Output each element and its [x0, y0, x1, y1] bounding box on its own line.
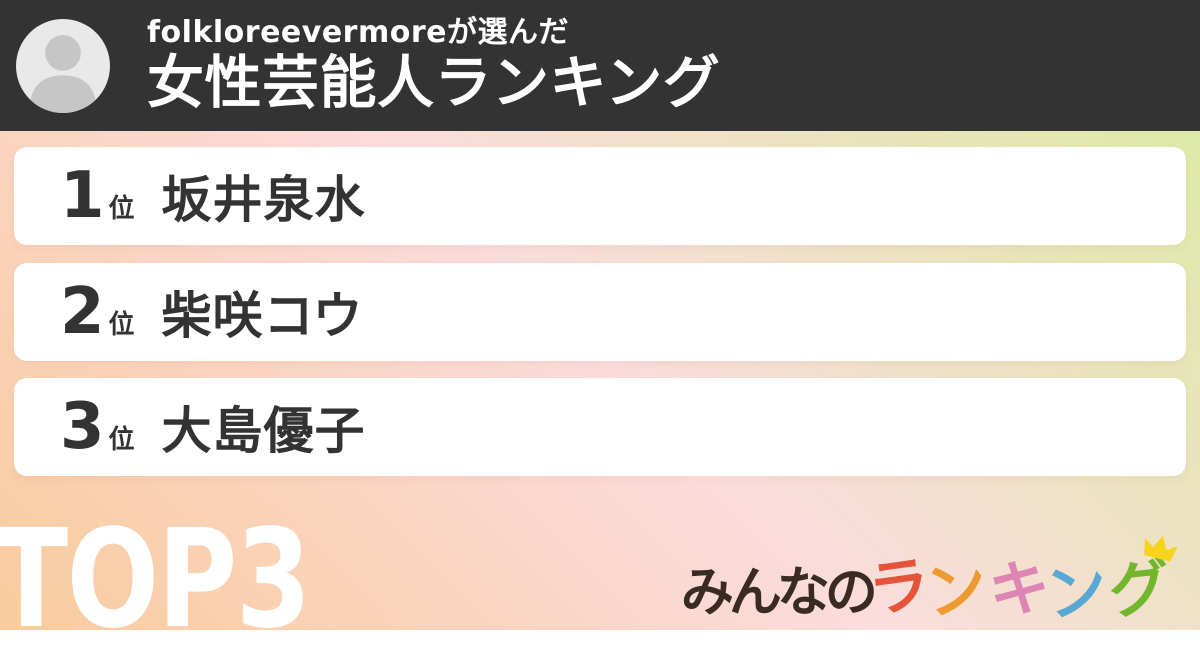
brand-logo-prefix: みんなの: [680, 562, 878, 623]
brand-logo: みんなの ラ ン キ ン グ: [680, 535, 1178, 632]
brand-logo-char: ン: [1040, 551, 1114, 632]
header-text: folkloreevermoreが選んだ 女性芸能人ランキング: [147, 14, 721, 117]
ranking-row-content: 3 位 大島優子: [60, 395, 366, 459]
person-icon: [16, 19, 110, 113]
page-title: 女性芸能人ランキング: [147, 50, 721, 117]
rank-suffix: 位: [108, 310, 135, 340]
rank-number: 3: [60, 390, 105, 464]
crown-icon: [1139, 530, 1180, 565]
header: folkloreevermoreが選んだ 女性芸能人ランキング: [0, 0, 1200, 131]
rank-suffix: 位: [108, 194, 135, 224]
top3-label: TOP3: [0, 501, 311, 659]
celebrity-name: 大島優子: [161, 402, 366, 460]
ranking-row-content: 1 位 坂井泉水: [60, 164, 366, 228]
ranking-row-content: 2 位 柴咲コウ: [60, 280, 364, 344]
rank-number: 2: [60, 275, 105, 349]
ranking-row-2: 2 位 柴咲コウ: [14, 263, 1186, 361]
brand-logo-char: ン: [920, 549, 993, 630]
celebrity-name: 柴咲コウ: [161, 287, 364, 345]
brand-logo-char: グ: [1105, 551, 1174, 628]
chooser-subtitle: folkloreevermoreが選んだ: [147, 14, 569, 50]
celebrity-name: 坂井泉水: [161, 171, 366, 229]
ranking-row-3: 3 位 大島優子: [14, 378, 1186, 476]
rank-suffix: 位: [108, 425, 135, 455]
rank-number: 1: [60, 159, 105, 233]
ranking-row-1: 1 位 坂井泉水: [14, 147, 1186, 245]
share-card: { "page": { "background": { "gradient_to…: [0, 0, 1200, 632]
avatar: [16, 18, 110, 113]
